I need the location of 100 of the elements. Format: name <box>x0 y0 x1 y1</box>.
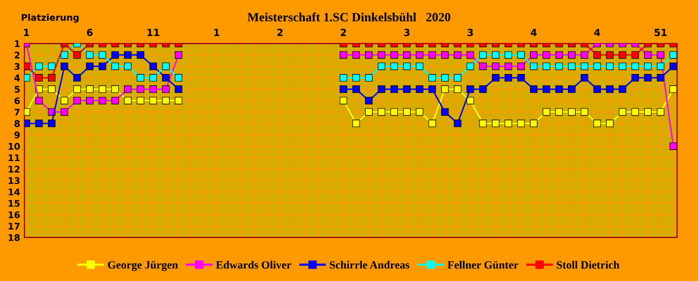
point <box>479 62 487 70</box>
point <box>454 74 462 82</box>
legend-label: Edwards Oliver <box>216 260 292 269</box>
point <box>542 51 550 59</box>
point <box>60 96 68 104</box>
chart-title: Meisterschaft 1.SC Dinkelsbühl 2020 <box>247 12 450 22</box>
point <box>124 62 132 70</box>
point <box>86 85 94 93</box>
point <box>479 51 487 59</box>
point <box>403 51 411 59</box>
point <box>98 51 106 59</box>
y-tick-label: 14 <box>8 188 20 196</box>
point <box>60 108 68 116</box>
point <box>24 120 30 128</box>
y-tick-label: 3 <box>14 63 20 70</box>
point <box>340 96 348 104</box>
point <box>340 51 348 59</box>
point <box>441 85 449 93</box>
point <box>24 62 30 70</box>
point <box>593 120 601 128</box>
point <box>504 120 512 128</box>
point <box>441 108 449 116</box>
point <box>24 108 30 116</box>
point <box>644 74 652 82</box>
point <box>606 51 614 59</box>
point <box>73 51 81 59</box>
point <box>98 62 106 70</box>
point <box>365 108 373 116</box>
point <box>378 108 386 116</box>
point <box>580 62 588 70</box>
x-tick-label: 1 <box>24 28 30 36</box>
point <box>416 85 424 93</box>
point <box>555 85 563 93</box>
point <box>73 85 81 93</box>
point <box>35 62 43 70</box>
y-tick-label: 18 <box>8 234 20 242</box>
point <box>656 74 664 82</box>
point <box>454 120 462 128</box>
y-tick-label: 6 <box>14 97 20 104</box>
point <box>670 85 678 93</box>
y-tick-label: 8 <box>14 120 20 127</box>
point <box>403 62 411 70</box>
x-tick-label: 4 <box>530 28 537 36</box>
point <box>606 62 614 70</box>
y-tick-label: 5 <box>14 86 20 93</box>
point <box>35 120 43 128</box>
point <box>136 85 144 93</box>
point <box>403 85 411 93</box>
point <box>35 74 43 82</box>
point <box>631 51 639 59</box>
point <box>593 85 601 93</box>
point <box>580 108 588 116</box>
legend-label: Fellner Günter <box>448 260 518 269</box>
point <box>35 96 43 104</box>
point <box>530 62 538 70</box>
point <box>644 62 652 70</box>
point <box>492 62 500 70</box>
point <box>340 85 348 93</box>
point <box>365 74 373 82</box>
point <box>149 74 157 82</box>
point <box>568 62 576 70</box>
point <box>111 96 119 104</box>
x-tick-label: 6 <box>86 28 93 36</box>
point <box>390 62 398 70</box>
point <box>86 96 94 104</box>
point <box>48 85 56 93</box>
point <box>670 51 678 59</box>
point <box>454 51 462 59</box>
point <box>656 62 664 70</box>
point <box>631 62 639 70</box>
point <box>428 74 436 82</box>
point <box>555 51 563 59</box>
y-tick-label: 10 <box>8 142 20 150</box>
point <box>466 85 474 93</box>
point <box>492 120 500 128</box>
point <box>656 51 664 59</box>
point <box>454 85 462 93</box>
point <box>416 51 424 59</box>
point <box>631 108 639 116</box>
point <box>530 120 538 128</box>
point <box>504 51 512 59</box>
point <box>428 85 436 93</box>
point <box>568 51 576 59</box>
y-tick-label: 12 <box>8 166 20 172</box>
x-tick-label: 2 <box>277 28 283 36</box>
point <box>517 51 525 59</box>
point <box>593 51 601 59</box>
point <box>73 74 81 82</box>
point <box>48 62 56 70</box>
point <box>479 120 487 128</box>
y-tick-label: 11 <box>8 154 20 162</box>
x-tick-label: 2 <box>340 28 346 36</box>
y-tick-label: 17 <box>8 222 20 230</box>
point <box>644 108 652 116</box>
point <box>428 51 436 59</box>
point <box>555 62 563 70</box>
point <box>352 120 360 128</box>
point <box>403 108 411 116</box>
point <box>98 85 106 93</box>
point <box>466 96 474 104</box>
